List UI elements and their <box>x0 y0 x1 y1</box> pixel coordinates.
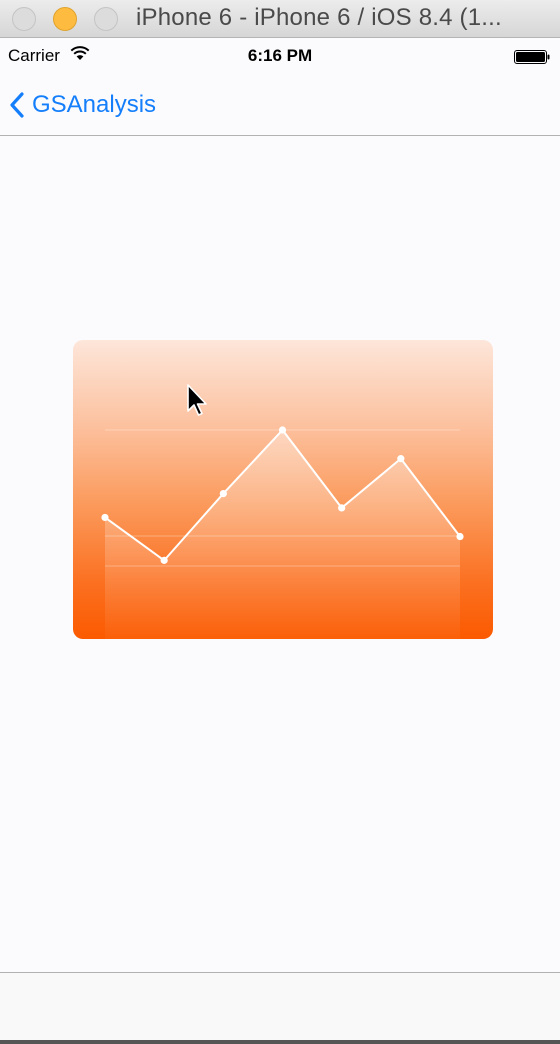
chart-data-point <box>456 532 464 541</box>
battery-icon <box>514 50 550 64</box>
wifi-icon <box>70 46 90 60</box>
simulator-title-bar: iPhone 6 - iPhone 6 / iOS 8.4 (1... <box>0 0 560 38</box>
navigation-bar: GSAnalysis <box>0 74 560 136</box>
chart-area-fill <box>105 430 460 639</box>
window-bottom-edge <box>0 1040 560 1044</box>
status-time: 6:16 PM <box>247 46 313 65</box>
bottom-toolbar <box>0 972 560 1044</box>
chart-data-point <box>397 455 405 463</box>
window-title: iPhone 6 - iPhone 6 / iOS 8.4 (1... <box>136 4 502 31</box>
chart-data-point <box>278 426 287 434</box>
chart-data-point <box>338 504 346 512</box>
back-label: GSAnalysis <box>32 91 157 118</box>
window-zoom-button[interactable] <box>94 7 118 31</box>
device-screen: Carrier 6:16 PM GSAnalysis <box>0 38 560 1044</box>
chevron-left-icon <box>10 92 24 118</box>
window-minimize-button[interactable] <box>53 7 77 31</box>
chart-data-point <box>160 556 168 564</box>
status-bar: Carrier 6:16 PM <box>0 38 560 74</box>
mouse-pointer-icon <box>187 384 207 416</box>
carrier-label: Carrier <box>8 46 60 65</box>
window-close-button[interactable] <box>12 7 36 31</box>
line-chart <box>101 426 464 639</box>
line-chart-card <box>73 340 493 639</box>
back-button[interactable]: GSAnalysis <box>10 87 156 123</box>
chart-data-point <box>101 513 109 522</box>
chart-data-point <box>219 490 227 498</box>
